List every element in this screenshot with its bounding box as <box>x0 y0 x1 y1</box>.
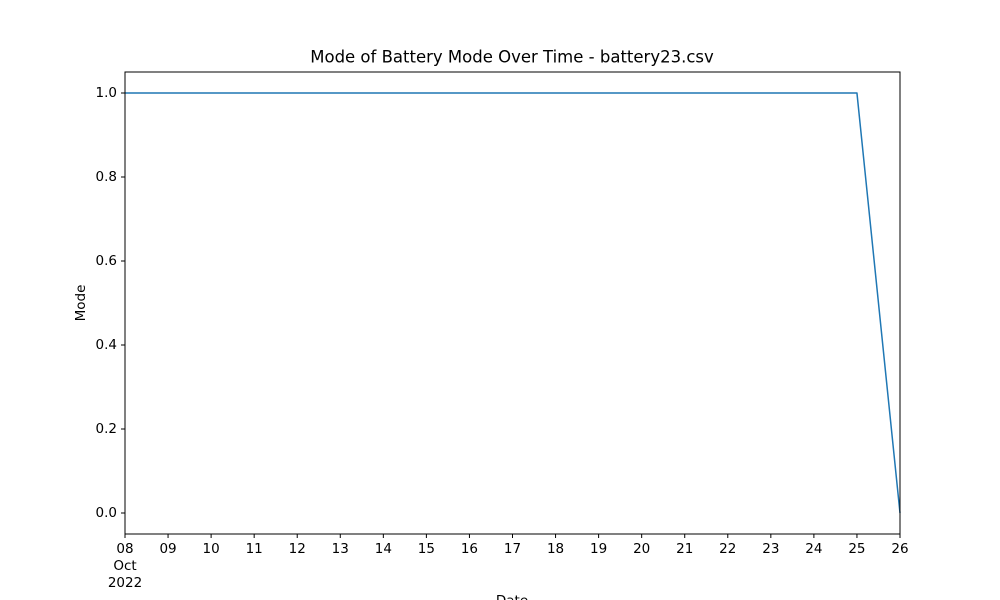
x-tick-label: 22 <box>719 541 736 557</box>
x-tick-label: 16 <box>461 541 478 557</box>
y-tick-label: 0.8 <box>96 169 117 185</box>
y-tick-label: 0.4 <box>96 337 117 353</box>
x-tick-label: 21 <box>676 541 693 557</box>
x-tick-label: 12 <box>289 541 306 557</box>
x-tick-label: 11 <box>246 541 263 557</box>
x-tick-label: 19 <box>590 541 607 557</box>
x-tick-label: 09 <box>159 541 176 557</box>
x-tick-label: 17 <box>504 541 521 557</box>
x-tick-label: 24 <box>805 541 822 557</box>
x-tick-label: 13 <box>332 541 349 557</box>
line <box>125 92 901 514</box>
y-axis-label: Mode <box>73 285 89 322</box>
x-tick-label: 14 <box>375 541 392 557</box>
x-tick-label: 23 <box>762 541 779 557</box>
x-tick-label: 20 <box>633 541 650 557</box>
x-tick-label: 10 <box>203 541 220 557</box>
x-tick-label: Oct <box>113 558 136 574</box>
y-tick-label: 1.0 <box>96 85 117 101</box>
x-axis-label: Date <box>496 593 528 600</box>
x-tick-label: 18 <box>547 541 564 557</box>
y-tick-label: 0.0 <box>96 505 117 521</box>
x-tick-label: 25 <box>848 541 865 557</box>
x-tick-label: 26 <box>891 541 908 557</box>
x-tick-label: 15 <box>418 541 435 557</box>
plot-frame <box>124 71 901 535</box>
x-tick-label: 2022 <box>108 575 142 591</box>
chart-title: Mode of Battery Mode Over Time - battery… <box>310 48 714 67</box>
y-tick-label: 0.2 <box>96 421 117 437</box>
x-tick-label: 08 <box>116 541 133 557</box>
y-tick-label: 0.6 <box>96 253 117 269</box>
